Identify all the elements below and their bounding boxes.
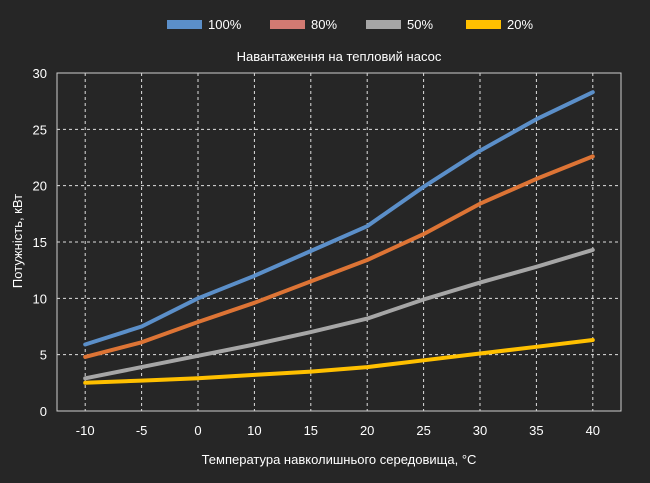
x-tick-label: -5	[136, 423, 148, 438]
y-tick-label: 0	[40, 404, 47, 419]
y-tick-label: 25	[33, 122, 47, 137]
legend-swatch-100pct	[167, 20, 202, 29]
x-axis-ticks: -10 -5 0 10 15 20 25 30 35 40	[76, 423, 600, 438]
x-tick-label: 25	[416, 423, 430, 438]
legend-label-100pct: 100%	[208, 17, 242, 32]
grid	[57, 72, 621, 411]
legend: 100% 80% 50% 20%	[167, 17, 533, 32]
x-tick-label: 10	[247, 423, 261, 438]
legend-swatch-80pct	[270, 20, 305, 29]
legend-label-50pct: 50%	[407, 17, 433, 32]
legend-label-80pct: 80%	[311, 17, 337, 32]
y-tick-label: 15	[33, 235, 47, 250]
x-tick-label: 0	[194, 423, 201, 438]
series-line-50pct	[83, 247, 595, 381]
series-layer	[83, 90, 595, 385]
y-tick-label: 10	[33, 291, 47, 306]
series-line-80pct	[83, 154, 595, 359]
y-axis-ticks: 0 5 10 15 20 25 30	[33, 66, 47, 419]
legend-swatch-50pct	[366, 20, 401, 29]
plot-area-frame	[56, 72, 622, 412]
series-line-100pct	[83, 90, 595, 347]
legend-swatch-20pct	[466, 20, 501, 29]
y-tick-label: 30	[33, 66, 47, 81]
x-tick-label: -10	[76, 423, 95, 438]
x-tick-label: 15	[304, 423, 318, 438]
series-line-20pct	[83, 338, 595, 385]
x-tick-label: 35	[529, 423, 543, 438]
x-axis-label: Температура навколишнього середовища, °C	[202, 452, 477, 467]
legend-label-20pct: 20%	[507, 17, 533, 32]
x-tick-label: 20	[360, 423, 374, 438]
x-tick-label: 40	[586, 423, 600, 438]
x-tick-label: 30	[473, 423, 487, 438]
y-tick-label: 20	[33, 179, 47, 194]
y-tick-label: 5	[40, 348, 47, 363]
y-axis-label: Потужність, кВт	[10, 194, 25, 288]
chart-title: Навантаження на тепловий насос	[237, 49, 442, 64]
